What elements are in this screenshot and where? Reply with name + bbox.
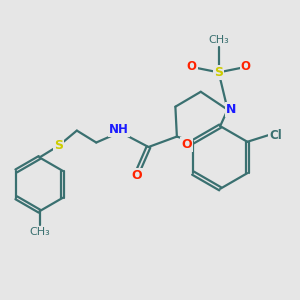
Text: S: S: [54, 139, 63, 152]
Text: N: N: [226, 103, 236, 116]
Text: O: O: [181, 138, 192, 151]
Text: O: O: [187, 60, 197, 73]
Text: S: S: [214, 66, 223, 79]
Text: NH: NH: [109, 123, 129, 136]
Text: CH₃: CH₃: [208, 34, 229, 45]
Text: CH₃: CH₃: [29, 227, 50, 237]
Text: O: O: [241, 60, 250, 73]
Text: Cl: Cl: [269, 129, 282, 142]
Text: O: O: [131, 169, 142, 182]
